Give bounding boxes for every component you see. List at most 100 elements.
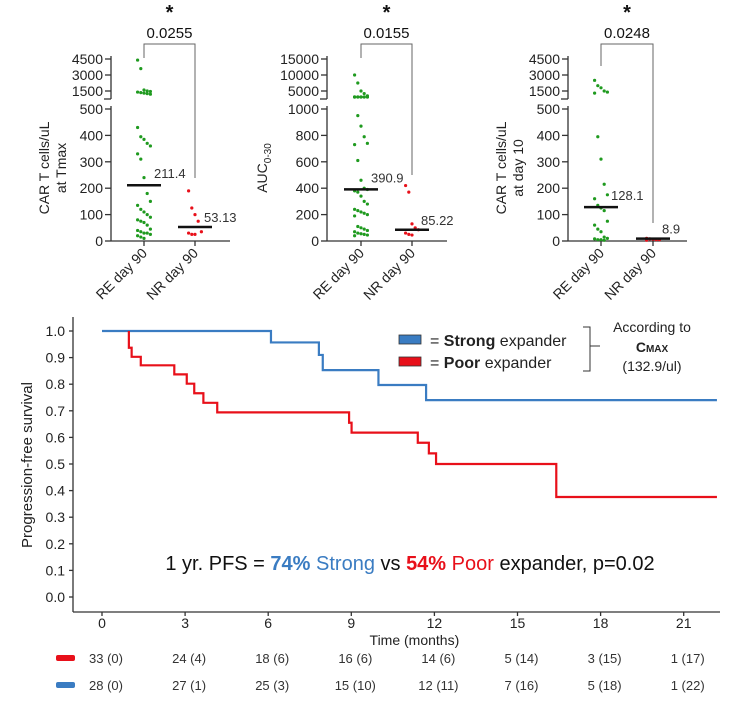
y-tick-label: 200 — [537, 180, 561, 196]
data-point — [356, 81, 360, 85]
y-tick-label: 300 — [537, 154, 561, 170]
data-point — [605, 219, 610, 223]
data-point — [145, 231, 149, 235]
significance-bracket — [143, 43, 196, 178]
y-tick-label: 1500 — [72, 83, 103, 99]
y-tick-label: 15000 — [280, 51, 319, 67]
data-point — [407, 232, 411, 236]
y-tick-label: 400 — [296, 180, 320, 196]
data-point — [136, 90, 140, 94]
poor-expander-curve — [127, 331, 717, 499]
legend-rest: expander — [495, 333, 567, 350]
data-point — [190, 206, 194, 210]
legend-bold: Poor — [444, 355, 480, 372]
y-tick-label: 500 — [80, 101, 104, 117]
data-point — [362, 95, 366, 99]
y-tick-label: 1.0 — [46, 323, 66, 339]
data-point — [193, 213, 197, 217]
data-point — [365, 95, 369, 99]
y-tick-label: 10000 — [280, 67, 319, 83]
data-point — [596, 84, 600, 88]
data-point — [593, 197, 597, 201]
data-point — [359, 89, 363, 93]
data-point — [362, 91, 366, 96]
data-point — [139, 235, 143, 239]
y-tick-label: 0 — [95, 233, 103, 249]
data-point — [142, 88, 146, 92]
data-point — [353, 207, 357, 211]
km-legend: = Strong expander= Poor expanderAccordin… — [398, 319, 691, 374]
data-point — [356, 158, 360, 163]
legend-rest: expander — [480, 355, 552, 372]
data-point — [136, 218, 140, 222]
data-point — [139, 207, 143, 211]
risk-table-cell: 27 (1) — [172, 678, 206, 693]
y-label-line2: at day 10 — [510, 139, 526, 197]
data-point — [596, 238, 600, 242]
strong-legend-swatch — [398, 334, 422, 345]
y-tick-label: 3000 — [72, 67, 103, 83]
poor-legend-label: = Poor expander — [430, 355, 552, 372]
median-label: 8.9 — [662, 222, 680, 237]
data-point — [187, 231, 191, 235]
data-point — [356, 231, 360, 235]
pfs-annotation: 1 yr. PFS = 74% Strong vs 54% Poor expan… — [165, 553, 654, 575]
y-label-line1: CAR T cells/uL — [493, 121, 509, 214]
data-point — [404, 231, 408, 235]
data-point — [602, 89, 606, 93]
risk-table-cell: 1 (22) — [671, 678, 705, 693]
risk-table-cell: 15 (10) — [335, 678, 376, 693]
data-point — [142, 210, 146, 214]
median-label: 211.4 — [154, 166, 186, 181]
y-tick-label: 1500 — [529, 83, 560, 99]
data-point — [362, 199, 366, 203]
data-point — [145, 141, 149, 145]
y-axis-label: Progression-free survival — [19, 382, 36, 548]
data-point — [359, 226, 363, 230]
legend-bold: Strong — [444, 333, 496, 350]
risk-table-cell: 5 (14) — [505, 651, 539, 666]
y-axis-label: AUC0-30 — [254, 143, 274, 193]
data-point — [353, 95, 357, 99]
strong-legend-label: = Strong expander — [430, 333, 567, 350]
data-point — [139, 230, 143, 234]
significance-star: * — [383, 2, 391, 24]
data-point — [365, 233, 369, 237]
y-tick-label: 300 — [80, 154, 104, 170]
data-point — [148, 227, 152, 231]
poor-legend-swatch — [398, 356, 422, 367]
y-tick-label: 0 — [311, 233, 319, 249]
risk-table-cell: 18 (6) — [255, 651, 289, 666]
data-point — [602, 182, 606, 186]
data-point — [148, 89, 152, 94]
median-label: 390.9 — [371, 170, 404, 185]
legend-eq: = — [430, 355, 444, 372]
y-axis-label: CAR T cells/uLat day 10 — [493, 121, 526, 214]
x-tick-label: 18 — [593, 615, 609, 631]
y-tick-label: 0.4 — [46, 483, 66, 499]
significance-star: * — [623, 2, 631, 24]
legend-eq: = — [430, 333, 444, 350]
data-point — [407, 190, 411, 194]
y-tick-label: 0.0 — [46, 589, 66, 605]
y-tick-label: 600 — [296, 154, 320, 170]
y-tick-label: 0.6 — [46, 429, 66, 445]
data-point — [410, 222, 414, 226]
data-point — [142, 137, 146, 141]
median-label: 53.13 — [204, 210, 237, 225]
x-tick-label: 21 — [676, 615, 692, 631]
data-point — [593, 91, 597, 95]
data-point — [142, 220, 146, 225]
strong-expander-curve — [102, 329, 717, 402]
data-point — [145, 223, 149, 227]
data-point — [365, 228, 369, 233]
data-point — [148, 232, 152, 236]
data-point — [136, 234, 140, 238]
data-point — [599, 86, 603, 90]
y-tick-label: 100 — [537, 207, 561, 223]
data-point — [145, 89, 149, 93]
data-point — [356, 190, 360, 194]
